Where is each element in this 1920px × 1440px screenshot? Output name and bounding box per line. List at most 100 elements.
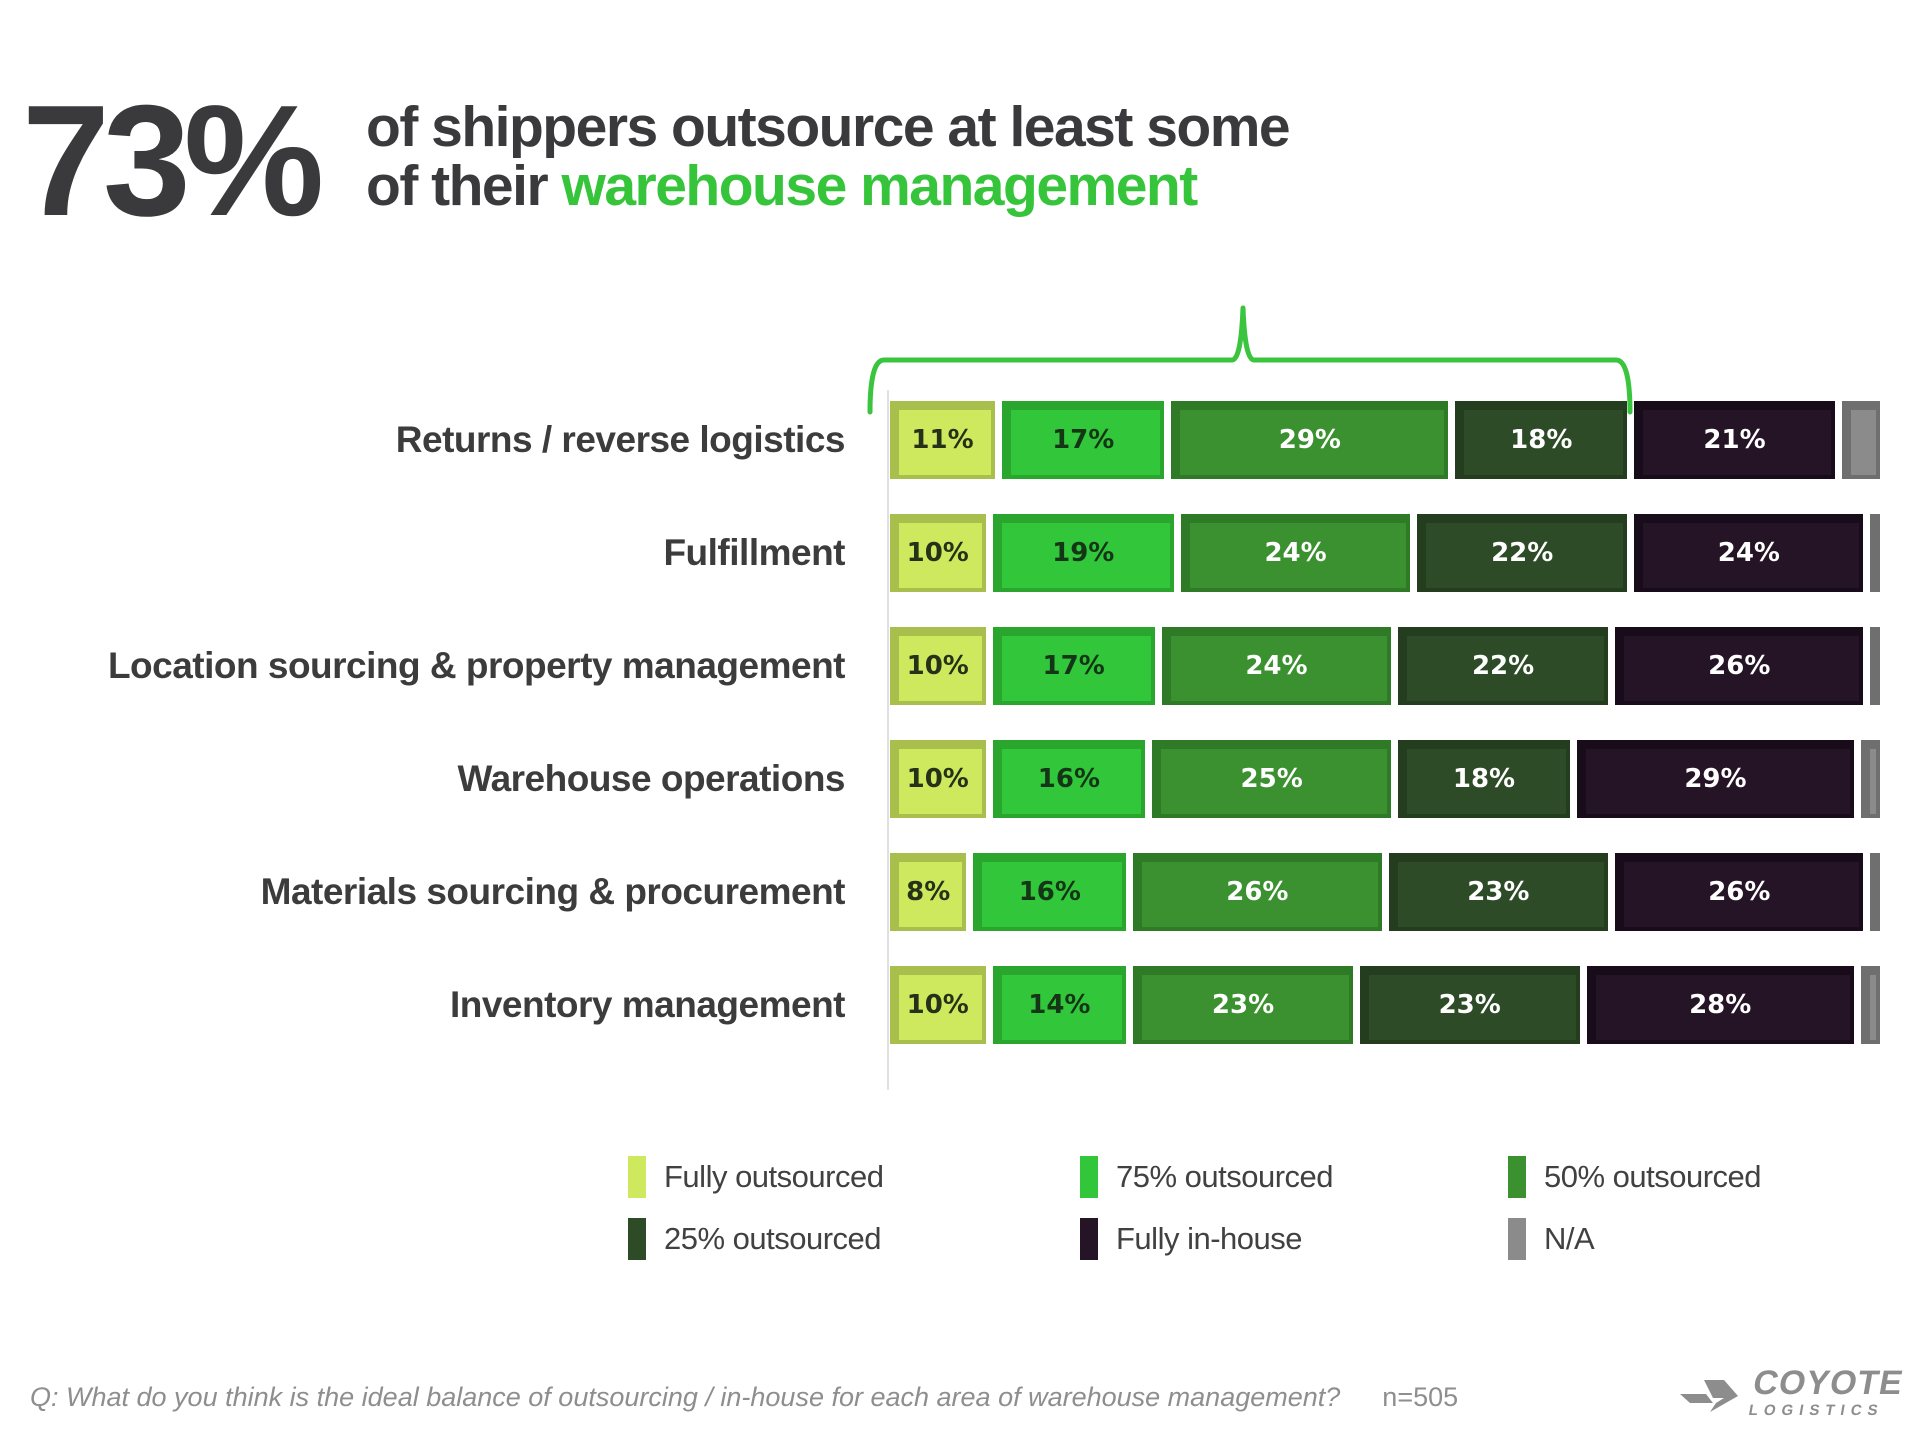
bar-value-label: 25% <box>1240 764 1303 794</box>
headline-line1: of shippers outsource at least some <box>366 95 1291 159</box>
sample-size: n=505 <box>1382 1382 1459 1412</box>
bar-segment: 18% <box>1398 740 1570 818</box>
headline-stat: 73% <box>22 73 324 249</box>
bar-segment: 19% <box>992 514 1174 592</box>
bar-stack: 10% 14% 23% 23% 28% <box>890 966 1881 1044</box>
bar-segment-fill <box>1869 975 1877 1040</box>
legend-swatch <box>1508 1218 1526 1260</box>
bar-value-label: 24% <box>1245 651 1308 681</box>
legend-item: N/A <box>1508 1218 1761 1260</box>
bar-segment-fill <box>899 862 963 927</box>
legend-swatch <box>628 1156 646 1198</box>
bar-segment: 10% <box>890 627 986 705</box>
logo-name: COYOTE <box>1750 1364 1907 1402</box>
legend: Fully outsourced 75% outsourced 50% outsou… <box>628 1156 1762 1260</box>
bar-segment: 26% <box>1133 853 1382 931</box>
bar-segment: 16% <box>973 853 1127 931</box>
bar-segment: 24% <box>1180 514 1411 592</box>
bar-value-label: 16% <box>1037 764 1101 794</box>
bar-value-label: 10% <box>906 538 969 568</box>
bar-segment <box>1860 740 1880 818</box>
bar-segment-fill <box>1180 410 1445 475</box>
bar-segment: 22% <box>1417 514 1628 592</box>
legend-swatch <box>1508 1156 1526 1198</box>
bar-value-label: 22% <box>1471 651 1535 681</box>
bar-value-label: 26% <box>1226 877 1289 907</box>
bar-segment-fill <box>1142 975 1349 1040</box>
bar-segment-fill <box>1464 410 1624 475</box>
bar-segment: 11% <box>890 401 996 479</box>
bar-value-label: 17% <box>1052 425 1115 455</box>
bar-value-label: 16% <box>1018 877 1081 907</box>
bar-stack: 10% 19% 24% 22% 24% <box>890 514 1880 592</box>
bar-segment-fill <box>1850 410 1876 475</box>
bar-segment: 28% <box>1586 966 1854 1044</box>
arrow-icon <box>1680 1380 1739 1412</box>
chart-row: Location sourcing & property management 1… <box>0 627 1880 705</box>
legend-label: 25% outsourced <box>664 1221 882 1256</box>
bar-value-label: 23% <box>1467 877 1530 907</box>
bar-value-label: 22% <box>1491 538 1554 568</box>
bar-segment: 17% <box>1002 401 1165 479</box>
category-label: Location sourcing & property management <box>107 645 846 686</box>
legend-label: Fully in-house <box>1116 1221 1302 1256</box>
bar-segment-fill <box>1397 862 1605 927</box>
bar-value-label: 17% <box>1042 651 1105 681</box>
legend-item: 50% outsourced <box>1508 1156 1762 1198</box>
chart-row: Materials sourcing & procurement 8% 16% 26%… <box>0 853 1880 931</box>
bar-segment: 26% <box>1615 627 1864 705</box>
legend-label: N/A <box>1544 1221 1595 1256</box>
baseline-axis <box>887 390 889 1090</box>
bar-segment: 26% <box>1615 853 1864 931</box>
category-label: Inventory management <box>449 984 846 1025</box>
chart-row: Inventory management 10% 14% 23% 23% 28% <box>0 966 1881 1044</box>
bar-segment: 10% <box>890 966 986 1044</box>
bar-segment-fill <box>899 523 982 588</box>
legend-label: Fully outsourced <box>664 1159 884 1194</box>
bar-segment <box>1841 401 1880 479</box>
bar-segment: 21% <box>1634 401 1835 479</box>
bar-segment-fill <box>1189 523 1407 588</box>
bar-segment-fill <box>1011 410 1161 475</box>
category-label: Returns / reverse logistics <box>395 419 846 460</box>
bar-segment: 17% <box>992 627 1155 705</box>
bar-stack: 10% 16% 25% 18% 29% <box>890 740 1880 818</box>
bar-segment: 14% <box>992 966 1127 1044</box>
bar-segment-fill <box>982 862 1123 927</box>
bar-segment-fill <box>1001 523 1170 588</box>
bar-segment: 29% <box>1171 401 1449 479</box>
bar-segment-fill <box>899 975 982 1040</box>
legend-label: 50% outsourced <box>1544 1159 1762 1194</box>
bar-segment-fill <box>1643 523 1860 588</box>
bar-segment: 24% <box>1634 514 1864 592</box>
bar-segment <box>1870 514 1880 592</box>
bar-segment-fill <box>1170 636 1388 701</box>
bar-value-label: 14% <box>1028 990 1091 1020</box>
chart-row: Returns / reverse logistics 11% 17% 29% 18% 2… <box>0 401 1880 479</box>
bar-value-label: 8% <box>906 877 951 907</box>
bar-value-label: 23% <box>1211 990 1275 1020</box>
legend-swatch <box>628 1218 646 1260</box>
chart-row: Fulfillment 10% 19% 24% 22% 24% <box>0 514 1880 592</box>
bar-segment: 16% <box>992 740 1146 818</box>
bar-segment: 29% <box>1576 740 1854 818</box>
bar-segment-fill <box>1001 975 1123 1040</box>
bar-segment: 8% <box>890 853 967 931</box>
bar-segment <box>1860 966 1881 1044</box>
bar-segment: 18% <box>1455 401 1628 479</box>
bar-segment-fill <box>1624 636 1860 701</box>
bar-segment: 24% <box>1161 627 1392 705</box>
legend-label: 75% outsourced <box>1116 1159 1334 1194</box>
bar-segment-fill <box>1643 410 1831 475</box>
bar-value-label: 28% <box>1689 990 1752 1020</box>
coyote-logistics-logo: COYOTE LOGISTICS <box>1680 1364 1907 1419</box>
bar-value-label: 23% <box>1438 990 1501 1020</box>
bar-value-label: 29% <box>1278 425 1341 455</box>
bar-value-label: 10% <box>906 764 969 794</box>
bar-segment-fill <box>899 636 982 701</box>
legend-item: 25% outsourced <box>628 1218 1080 1260</box>
footnote: Q: What do you think is the ideal balanc… <box>30 1382 1458 1413</box>
bar-segment-fill <box>1407 749 1566 814</box>
bar-value-label: 10% <box>906 990 969 1020</box>
legend-item: Fully in-house <box>1080 1218 1508 1260</box>
